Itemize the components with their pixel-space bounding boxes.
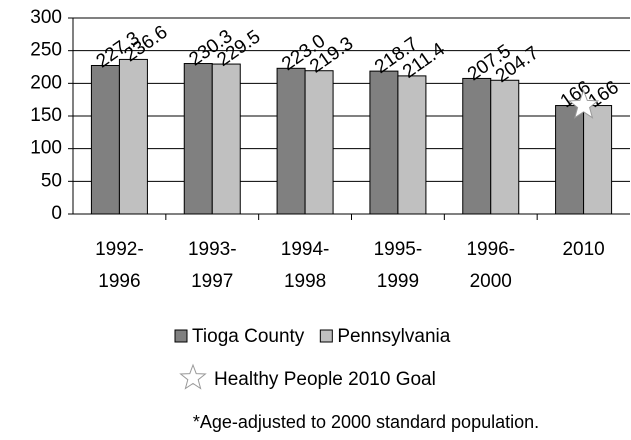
bar — [118, 58, 148, 215]
footnote: *Age-adjusted to 2000 standard populatio… — [193, 412, 539, 432]
y-tick-label: 300 — [30, 7, 62, 28]
legend-label: Healthy People 2010 Goal — [214, 369, 436, 390]
bar — [369, 70, 399, 215]
bar — [276, 67, 306, 215]
y-tick-label: 50 — [41, 170, 62, 191]
legend-star — [179, 363, 207, 390]
bar — [183, 63, 213, 215]
x-tick-label: 2010 — [562, 239, 605, 260]
bar — [304, 70, 334, 215]
y-tick-label: 200 — [30, 72, 62, 93]
bar — [90, 64, 120, 215]
legend-swatch — [319, 329, 333, 343]
y-tick-label: 100 — [30, 138, 62, 159]
bar — [555, 105, 585, 215]
x-tick-label: 1993-1997 — [187, 239, 237, 292]
legend-swatch — [174, 329, 188, 343]
y-tick-label: 150 — [30, 105, 62, 126]
goal-star — [567, 89, 600, 119]
x-tick-label: 1994-1998 — [280, 239, 330, 292]
x-tick-label: 1996-2000 — [466, 239, 516, 292]
bar — [397, 75, 427, 215]
x-tick-label: 1992-1996 — [95, 239, 144, 292]
legend-label: Tioga County — [192, 326, 305, 347]
bar — [211, 63, 241, 215]
bar — [583, 105, 613, 215]
legend-label: Pennsylvania — [337, 326, 450, 347]
y-tick-label: 0 — [51, 203, 62, 224]
x-tick-label: 1995-1999 — [373, 239, 423, 292]
y-tick-label: 250 — [30, 40, 62, 61]
bar — [490, 79, 520, 215]
bar — [462, 77, 492, 215]
